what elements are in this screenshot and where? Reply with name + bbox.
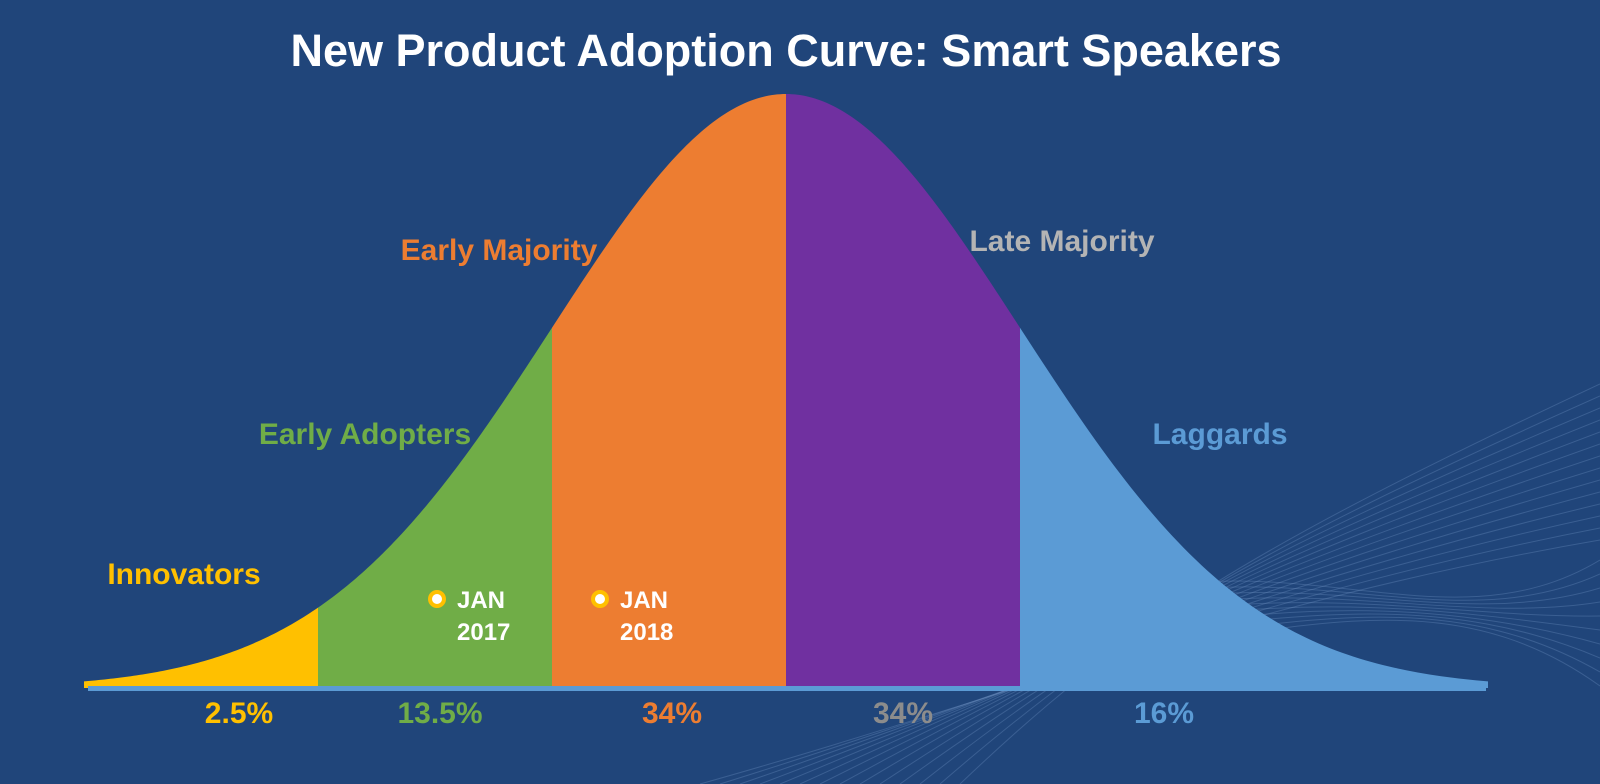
segment-innovators [84, 607, 318, 688]
segment-early-adopters [318, 327, 552, 688]
segment-early-majority [552, 94, 786, 688]
baseline [88, 686, 1486, 691]
marker-2017: JAN 2017 [428, 587, 510, 646]
marker-year-2017: 2017 [457, 619, 510, 646]
segment-laggards [1020, 327, 1488, 688]
segment-label-late-majority: Late Majority [969, 225, 1154, 258]
marker-dot-2017 [428, 590, 446, 608]
percent-labels: 2.5% 13.5% 34% 34% 16% [205, 697, 1194, 730]
percent-label-innovators: 2.5% [205, 697, 273, 730]
marker-dot-2018 [591, 590, 609, 608]
segment-late-majority [786, 94, 1020, 688]
percent-label-late-majority: 34% [873, 697, 933, 730]
curve-segments [84, 94, 1488, 688]
marker-month-2017: JAN [457, 587, 505, 614]
marker-month-2018: JAN [620, 587, 668, 614]
percent-label-laggards: 16% [1134, 697, 1194, 730]
segment-label-laggards: Laggards [1152, 418, 1287, 451]
timeline-markers: JAN 2017 JAN 2018 [428, 587, 673, 646]
segment-label-innovators: Innovators [107, 558, 260, 591]
marker-year-2018: 2018 [620, 619, 673, 646]
segment-labels: Innovators Early Adopters Early Majority La… [107, 225, 1287, 591]
chart-title: New Product Adoption Curve: Smart Speake… [290, 25, 1281, 76]
segment-label-early-adopters: Early Adopters [259, 418, 471, 451]
segment-label-early-majority: Early Majority [401, 234, 598, 267]
percent-label-early-adopters: 13.5% [397, 697, 482, 730]
marker-2018: JAN 2018 [591, 587, 673, 646]
percent-label-early-majority: 34% [642, 697, 702, 730]
